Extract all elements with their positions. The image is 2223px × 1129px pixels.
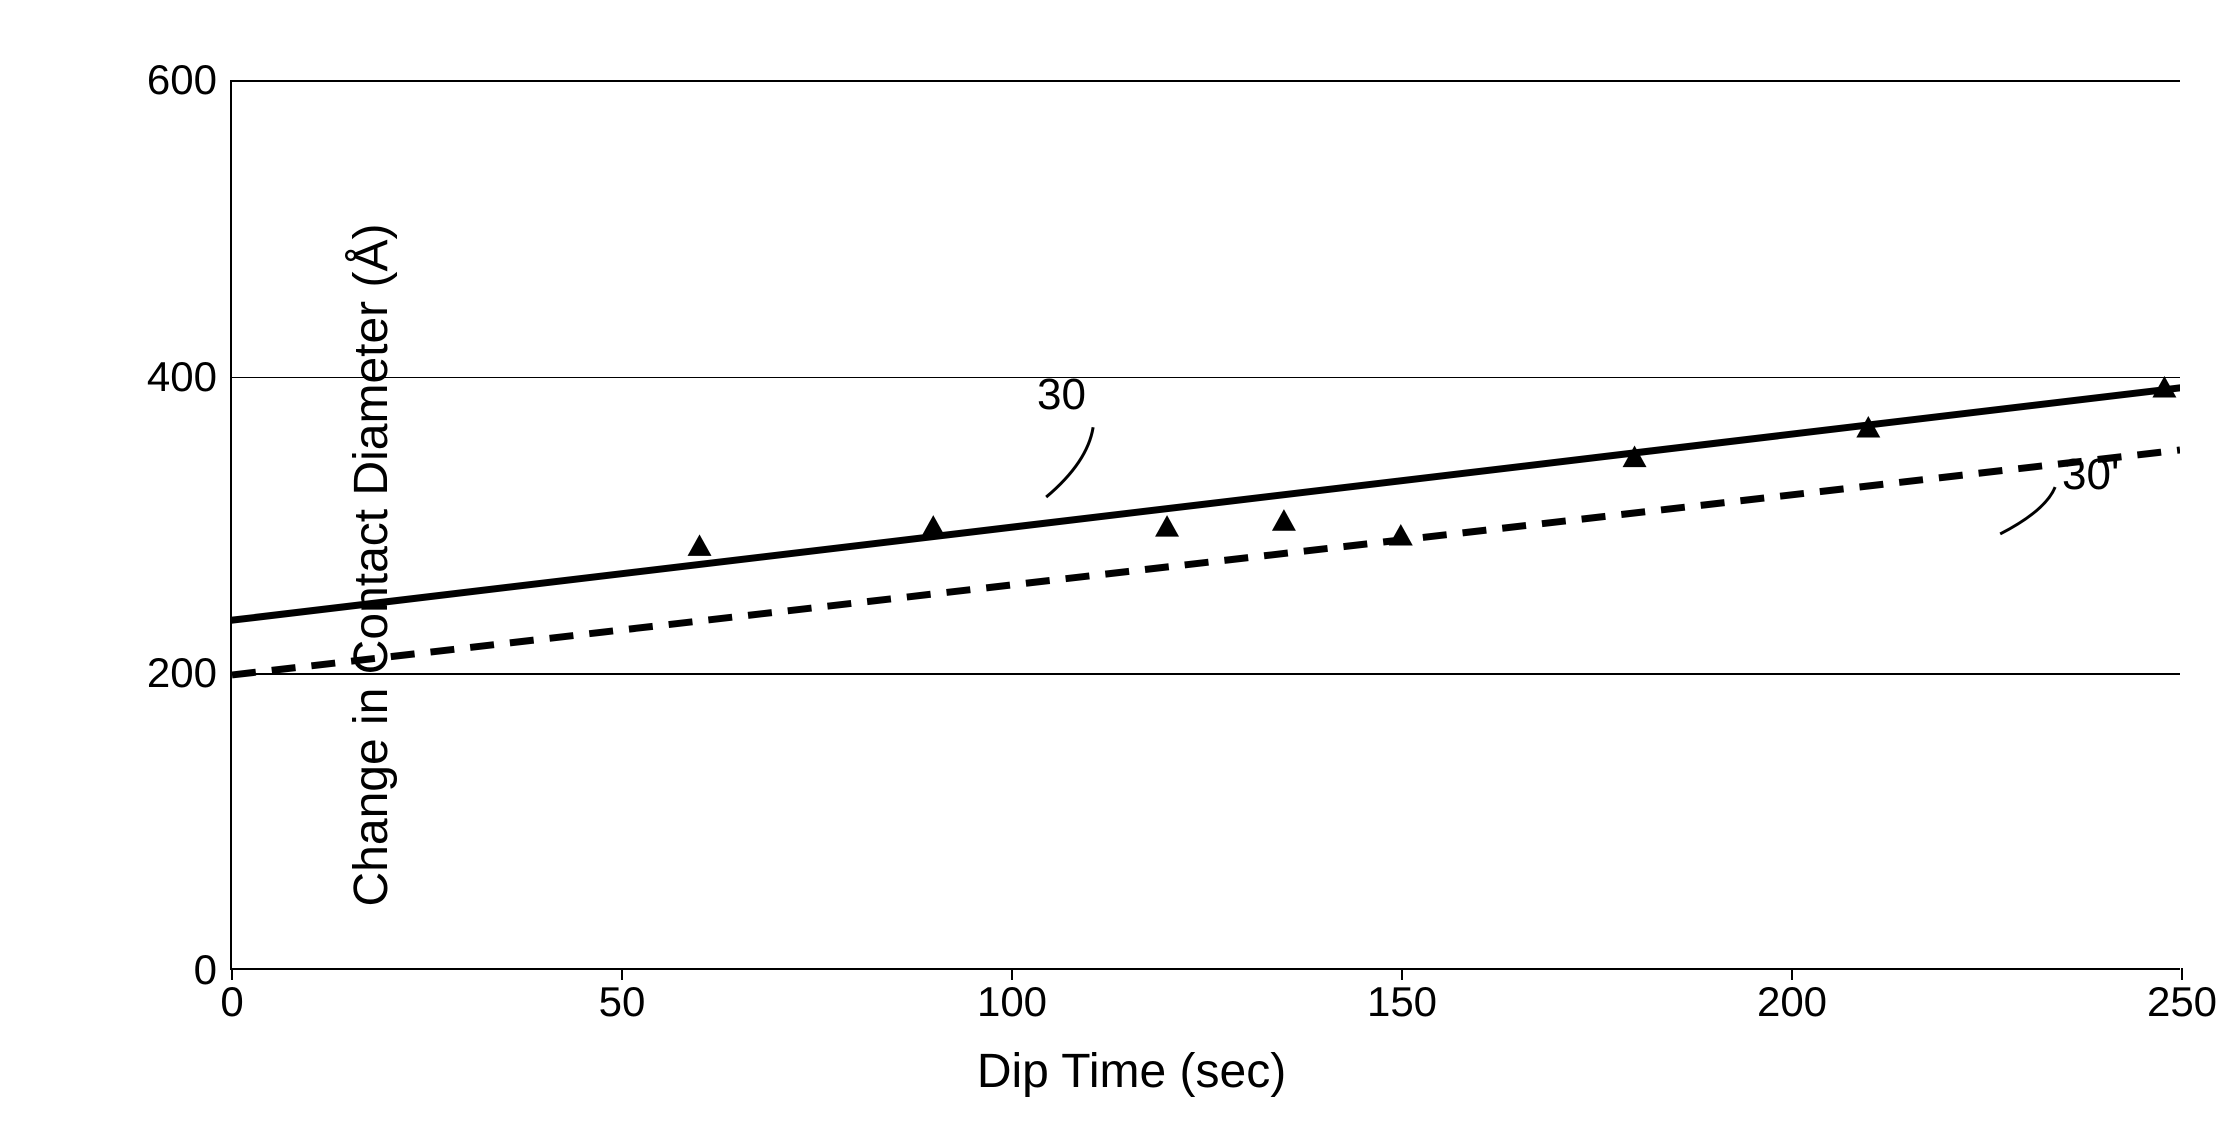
chart-svg: [232, 80, 2180, 968]
x-axis-label: Dip Time (sec): [977, 1044, 1286, 1099]
x-tick-label: 150: [1367, 978, 1437, 1026]
y-tick-label: 0: [194, 946, 217, 994]
x-tick-label: 50: [599, 978, 646, 1026]
leader-line: [2000, 487, 2055, 534]
triangle-marker: [921, 515, 945, 537]
series-line-30: [232, 388, 2180, 620]
chart-container: Change in Contact Diameter (Å) Dip Time …: [20, 20, 2223, 1109]
triangle-marker: [1272, 509, 1296, 531]
y-tick-label: 200: [147, 649, 217, 697]
triangle-marker: [1389, 524, 1413, 546]
leader-line: [1046, 427, 1093, 497]
gridline: [232, 673, 2180, 675]
x-tick-label: 250: [2147, 978, 2217, 1026]
gridline: [232, 377, 2180, 379]
x-tick-label: 100: [977, 978, 1047, 1026]
series-annotation-label_30: 30: [1037, 370, 1086, 420]
x-tick-label: 200: [1757, 978, 1827, 1026]
triangle-marker: [1155, 515, 1179, 537]
y-tick-label: 400: [147, 353, 217, 401]
gridline: [232, 80, 2180, 82]
series-line-30-prime: [232, 450, 2180, 675]
plot-area: 02004006000501001502002503030': [230, 80, 2180, 970]
x-tick-label: 0: [220, 978, 243, 1026]
series-annotation-label_30_prime: 30': [2062, 450, 2119, 500]
triangle-marker: [688, 534, 712, 556]
y-tick-label: 600: [147, 56, 217, 104]
